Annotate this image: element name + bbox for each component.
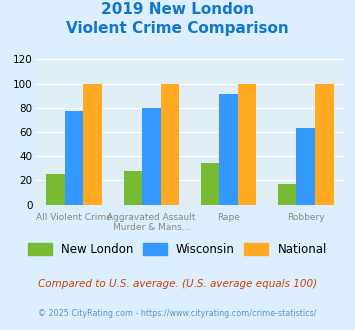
Bar [219,94,238,205]
Bar [315,83,334,205]
Bar [46,174,65,205]
Text: Compared to U.S. average. (U.S. average equals 100): Compared to U.S. average. (U.S. average … [38,279,317,289]
Text: © 2025 CityRating.com - https://www.cityrating.com/crime-statistics/: © 2025 CityRating.com - https://www.city… [38,309,317,317]
Bar [83,83,102,205]
Bar [124,171,142,205]
Text: Rape: Rape [217,213,240,222]
Bar [238,83,256,205]
Bar [201,163,219,205]
Bar [160,83,179,205]
Text: Violent Crime Comparison: Violent Crime Comparison [66,21,289,36]
Text: Murder & Mans...: Murder & Mans... [113,223,190,232]
Bar [65,112,83,205]
Legend: New London, Wisconsin, National: New London, Wisconsin, National [23,239,332,261]
Bar [142,108,160,205]
Bar [278,184,296,205]
Text: 2019 New London: 2019 New London [101,2,254,16]
Text: Robbery: Robbery [287,213,324,222]
Bar [296,128,315,205]
Text: All Violent Crime: All Violent Crime [36,213,112,222]
Text: Aggravated Assault: Aggravated Assault [107,213,196,222]
